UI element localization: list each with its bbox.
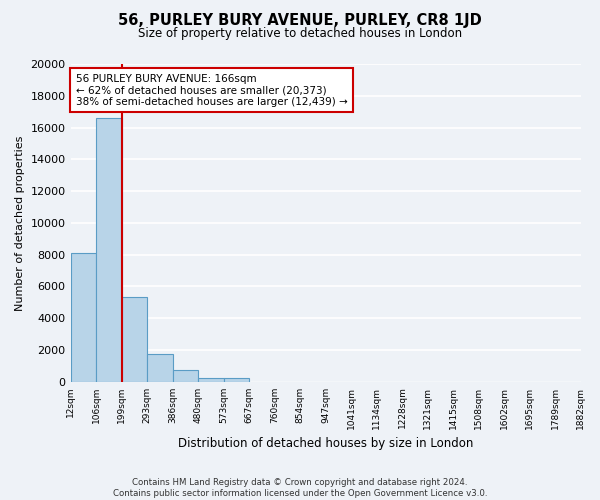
Text: 56, PURLEY BURY AVENUE, PURLEY, CR8 1JD: 56, PURLEY BURY AVENUE, PURLEY, CR8 1JD: [118, 12, 482, 28]
Text: 56 PURLEY BURY AVENUE: 166sqm
← 62% of detached houses are smaller (20,373)
38% : 56 PURLEY BURY AVENUE: 166sqm ← 62% of d…: [76, 74, 347, 106]
Bar: [122, 298, 147, 382]
Text: Size of property relative to detached houses in London: Size of property relative to detached ho…: [138, 28, 462, 40]
Bar: [71, 253, 96, 382]
Y-axis label: Number of detached properties: Number of detached properties: [15, 135, 25, 310]
Bar: [224, 378, 249, 382]
Text: Contains HM Land Registry data © Crown copyright and database right 2024.
Contai: Contains HM Land Registry data © Crown c…: [113, 478, 487, 498]
Bar: [173, 370, 198, 382]
Bar: [198, 378, 224, 382]
Bar: [96, 118, 122, 382]
Bar: [147, 354, 173, 382]
X-axis label: Distribution of detached houses by size in London: Distribution of detached houses by size …: [178, 437, 473, 450]
